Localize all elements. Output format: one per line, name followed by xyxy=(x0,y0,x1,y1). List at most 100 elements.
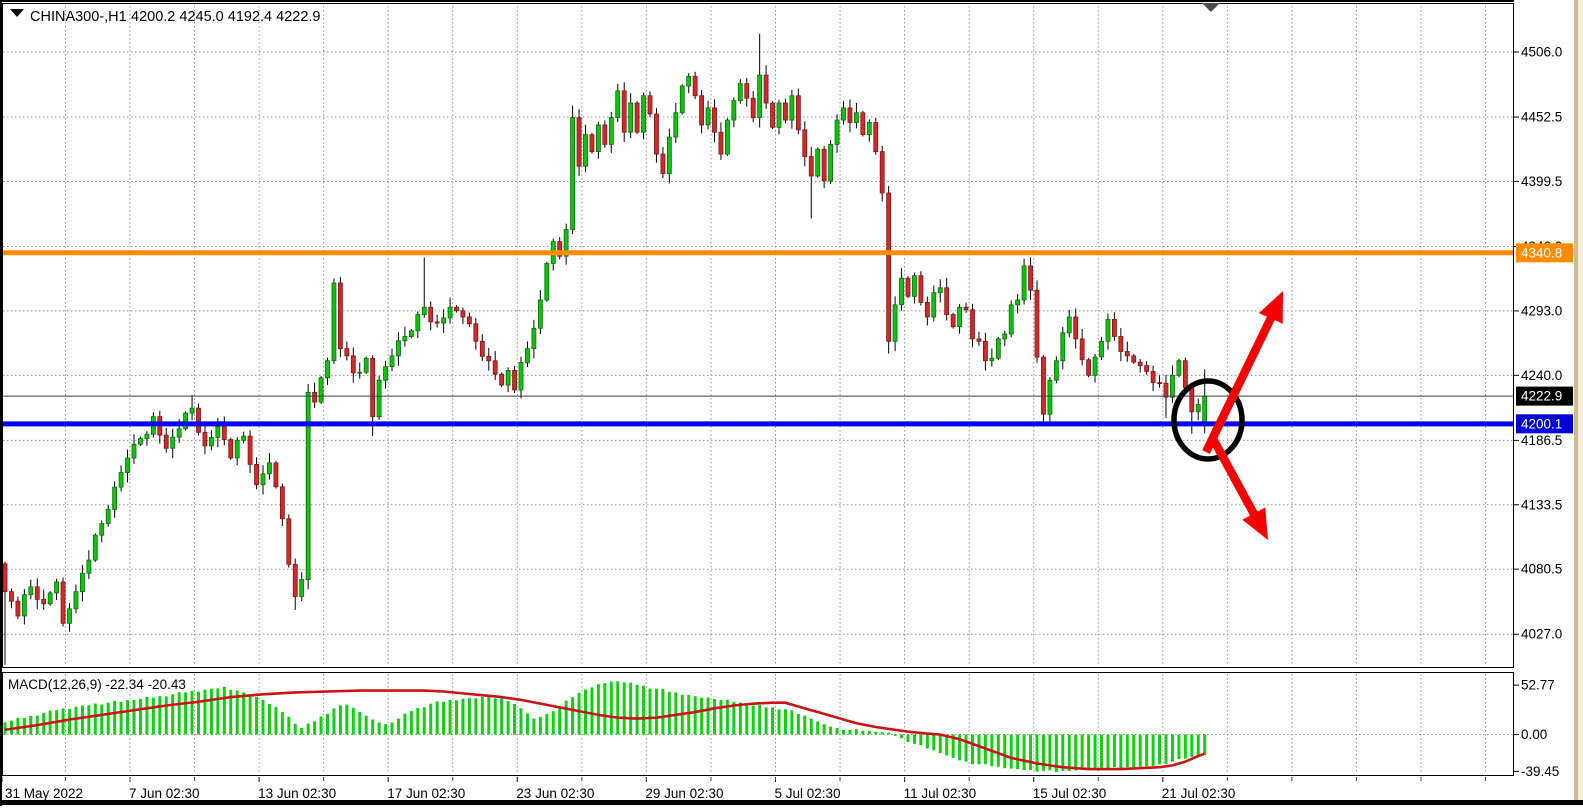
bullish-arrow-annotation[interactable] xyxy=(1202,291,1283,454)
bullish-candle xyxy=(260,473,266,486)
bearish-candle xyxy=(1034,289,1040,358)
bearish-candle xyxy=(1086,359,1091,376)
time-axis-label: 13 Jun 02:30 xyxy=(258,786,336,801)
bullish-candle xyxy=(1047,379,1053,415)
price-axis-label: 4452.5 xyxy=(1521,110,1562,125)
bearish-candle xyxy=(1137,361,1143,366)
bullish-candle xyxy=(267,462,272,475)
bullish-candle xyxy=(608,117,614,145)
bearish-candle xyxy=(247,435,253,465)
bearish-candle xyxy=(763,74,769,104)
bearish-candle xyxy=(699,95,704,126)
bullish-candle xyxy=(931,292,937,318)
macd-axis-label: 0.00 xyxy=(1521,727,1547,742)
macd-indicator-label: MACD(12,26,9) -22.34 -20.43 xyxy=(8,677,186,692)
bearish-candle xyxy=(1073,316,1079,340)
bullish-candle xyxy=(21,594,27,617)
bearish-candle xyxy=(802,129,808,157)
bullish-candle xyxy=(1176,360,1182,376)
time-axis-label: 15 Jul 02:30 xyxy=(1033,786,1107,801)
bearish-candle xyxy=(557,241,563,257)
bullish-candle xyxy=(776,102,782,128)
bullish-candle xyxy=(518,362,524,391)
bearish-candle xyxy=(454,306,459,312)
bearish-candle xyxy=(460,310,466,318)
bearish-candle xyxy=(750,97,756,119)
bullish-candle xyxy=(725,119,730,155)
bullish-candle xyxy=(331,282,337,362)
bullish-candle xyxy=(383,366,388,381)
bullish-candle xyxy=(28,586,34,596)
bearish-candle xyxy=(654,113,659,155)
bullish-candle xyxy=(854,112,859,123)
bearish-candle xyxy=(9,591,14,602)
right-edge-strip-light xyxy=(1578,0,1583,800)
bearish-candle xyxy=(196,407,201,433)
macd-pane-border xyxy=(2,672,1514,776)
bearish-candle xyxy=(221,425,227,440)
macd-axis-label: -39.45 xyxy=(1521,764,1559,779)
bullish-candle xyxy=(67,608,72,624)
time-axis-label: 7 Jun 02:30 xyxy=(129,786,200,801)
bullish-candle xyxy=(131,443,137,459)
chart-title-readout: CHINA300-,H1 4200.2 4245.0 4192.4 4222.9 xyxy=(10,9,320,25)
bearish-candle xyxy=(712,107,717,133)
bearish-candle xyxy=(202,431,208,447)
candlestick-series xyxy=(3,33,1208,665)
scroll-to-end-marker-icon[interactable] xyxy=(1202,3,1220,12)
bullish-candle xyxy=(841,107,846,121)
bullish-candle xyxy=(299,579,305,597)
bearish-arrow-annotation[interactable] xyxy=(1208,434,1268,540)
bearish-candle xyxy=(337,282,343,349)
price-badge-4222.9 xyxy=(1516,386,1573,406)
bullish-candle xyxy=(208,437,214,447)
bearish-candle xyxy=(744,83,750,99)
price-badge-4340.8 xyxy=(1516,243,1573,263)
macd-pane-gridlines xyxy=(3,674,1513,774)
bullish-candle xyxy=(834,119,840,145)
bullish-candle xyxy=(183,412,189,430)
bearish-candle xyxy=(660,153,666,174)
bearish-candle xyxy=(1189,387,1195,413)
bullish-candle xyxy=(912,275,917,297)
bearish-candle xyxy=(770,102,775,128)
bearish-candle xyxy=(1157,382,1162,385)
bullish-candle xyxy=(957,306,962,328)
bearish-candle xyxy=(1028,265,1033,291)
bullish-candle xyxy=(531,327,537,349)
bearish-candle xyxy=(576,117,582,167)
bullish-candle xyxy=(1099,340,1104,358)
time-axis-label: 11 Jul 02:30 xyxy=(904,786,977,801)
bullish-candle xyxy=(937,287,943,294)
bearish-candle xyxy=(479,340,485,357)
bullish-candle xyxy=(641,95,646,133)
bullish-candle xyxy=(995,338,1001,359)
bearish-candle xyxy=(370,357,376,418)
drawn-annotations[interactable] xyxy=(1171,291,1283,540)
bullish-candle xyxy=(325,360,330,379)
bearish-candle xyxy=(428,306,434,323)
bearish-candle xyxy=(860,112,866,136)
bullish-candle xyxy=(241,435,247,441)
bullish-candle xyxy=(138,438,143,445)
symbol-dropdown-triangle-icon[interactable] xyxy=(10,9,24,17)
window-bottom-edge xyxy=(0,800,1583,805)
bearish-candle xyxy=(905,277,911,297)
bullish-candle xyxy=(125,457,130,473)
bearish-candle xyxy=(254,464,259,486)
right-edge-strip xyxy=(1574,0,1578,800)
bearish-candle xyxy=(821,148,827,182)
bullish-candle xyxy=(1002,333,1008,340)
bearish-candle xyxy=(924,301,930,318)
price-axis[interactable]: 4506.04452.54399.54346.04293.04240.04186… xyxy=(1514,45,1562,779)
bearish-candle xyxy=(228,439,234,459)
bearish-candle xyxy=(34,586,40,600)
highlight-circle-annotation[interactable] xyxy=(1171,378,1245,462)
time-axis[interactable]: 31 May 2022 7 Jun 02:30 13 Jun 02:30 17 Jun… xyxy=(1,777,1487,801)
horizontal-level-lines[interactable] xyxy=(3,250,1513,427)
bullish-candle xyxy=(1008,304,1014,335)
bullish-candle xyxy=(54,581,59,594)
price-axis-label: 4293.0 xyxy=(1521,303,1562,318)
